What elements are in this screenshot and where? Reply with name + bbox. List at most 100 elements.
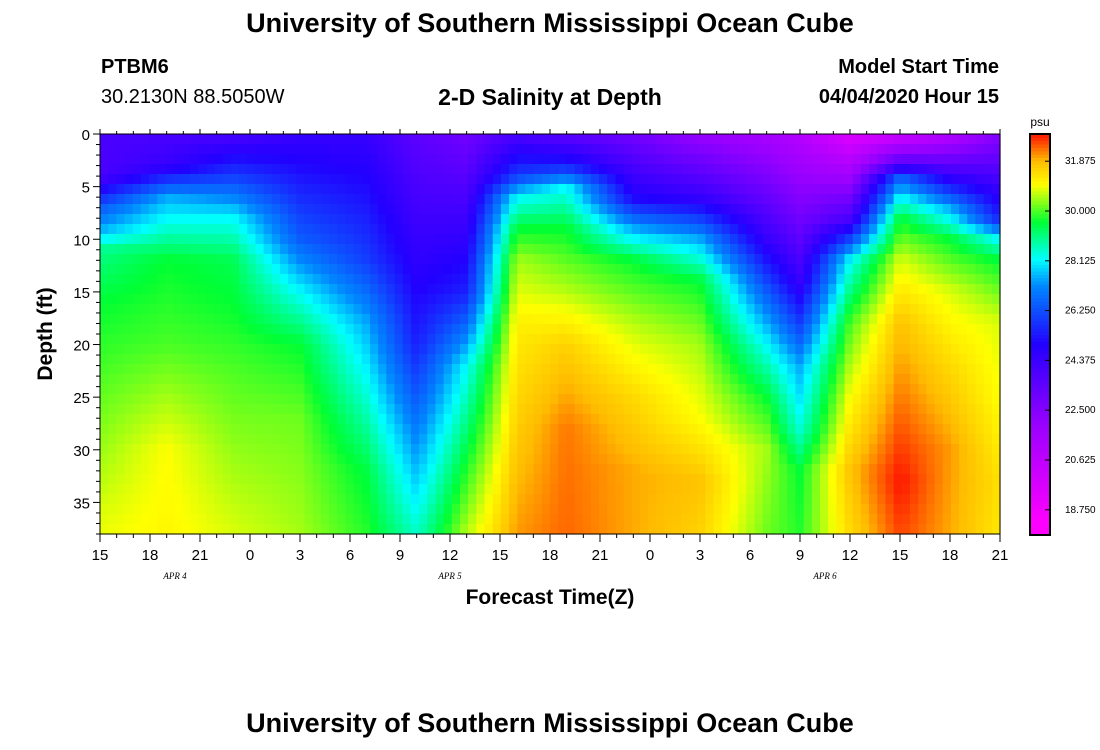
heatmap-cell [738, 364, 747, 375]
heatmap-cell [672, 294, 682, 305]
colorbar-segment [1030, 374, 1050, 379]
heatmap-cell [509, 464, 518, 475]
heatmap-cell [239, 264, 248, 275]
heatmap-cell [541, 324, 551, 335]
heatmap-cell [198, 134, 207, 145]
heatmap-cell [517, 234, 527, 245]
heatmap-cell [590, 384, 600, 395]
heatmap-cell [574, 254, 584, 265]
heatmap-cell [770, 394, 780, 405]
heatmap-cell [713, 204, 723, 215]
heatmap-cell [877, 264, 887, 275]
heatmap-cell [222, 454, 232, 465]
heatmap-cell [370, 384, 379, 395]
heatmap-cell [517, 404, 527, 415]
heatmap-cell [132, 304, 142, 315]
heatmap-cell [370, 274, 379, 285]
heatmap-cell [517, 394, 527, 405]
heatmap-cell [623, 234, 633, 245]
heatmap-cell [214, 404, 224, 415]
heatmap-cell [525, 454, 535, 465]
heatmap-cell [100, 194, 109, 205]
heatmap-cell [312, 224, 322, 235]
heatmap-cell [852, 524, 862, 535]
heatmap-cell [918, 224, 927, 235]
y-tick-label: 20 [73, 338, 90, 355]
heatmap-cell [672, 374, 682, 385]
heatmap-cell [198, 344, 207, 355]
heatmap-cell [836, 164, 846, 175]
heatmap-cell [312, 134, 322, 145]
heatmap-cell [361, 284, 371, 295]
heatmap-cell [869, 424, 878, 435]
heatmap-cell [181, 144, 191, 155]
heatmap-cell [190, 234, 199, 245]
heatmap-cell [640, 324, 649, 335]
heatmap-cell [967, 374, 977, 385]
heatmap-cell [116, 244, 126, 255]
heatmap-cell [828, 394, 837, 405]
heatmap-cell [149, 354, 158, 365]
heatmap-cell [173, 264, 183, 275]
heatmap-cell [770, 234, 780, 245]
heatmap-cell [247, 454, 257, 465]
heatmap-cell [157, 284, 167, 295]
heatmap-cell [247, 524, 257, 535]
colorbar-segment [1030, 371, 1050, 376]
heatmap-cell [836, 364, 846, 375]
heatmap-cell [942, 214, 952, 225]
heatmap-cell [689, 464, 698, 475]
heatmap-cell [721, 164, 731, 175]
heatmap-cell [975, 234, 985, 245]
heatmap-cell [132, 374, 142, 385]
heatmap-cell [746, 474, 756, 485]
heatmap-cell [582, 284, 592, 295]
heatmap-cell [288, 504, 297, 515]
heatmap-cell [304, 404, 314, 415]
heatmap-cell [165, 384, 175, 395]
heatmap-cell [648, 264, 657, 275]
station-coordinates: 30.2130N 88.5050W [101, 86, 285, 108]
heatmap-cell [754, 514, 764, 525]
heatmap-cell [476, 414, 486, 425]
heatmap-cell [607, 134, 617, 145]
heatmap-cell [893, 214, 903, 225]
heatmap-cell [320, 264, 330, 275]
heatmap-cell [975, 384, 985, 395]
heatmap-cell [950, 264, 960, 275]
heatmap-cell [329, 134, 338, 145]
heatmap-cell [910, 214, 919, 225]
heatmap-cell [116, 324, 126, 335]
heatmap-cell [476, 464, 486, 475]
heatmap-cell [419, 444, 428, 455]
heatmap-cell [410, 344, 420, 355]
heatmap-cell [991, 274, 1001, 285]
heatmap-cell [541, 174, 551, 185]
heatmap-cell [361, 474, 371, 485]
heatmap-cell [427, 384, 437, 395]
colorbar-segment [1030, 367, 1050, 372]
heatmap-cell [910, 414, 919, 425]
heatmap-cell [108, 174, 117, 185]
heatmap-cell [320, 484, 330, 495]
heatmap-cell [730, 504, 739, 515]
heatmap-cell [476, 304, 486, 315]
heatmap-cell [320, 374, 330, 385]
heatmap-cell [558, 264, 567, 275]
heatmap-cell [451, 504, 461, 515]
heatmap-cell [443, 284, 453, 295]
colorbar-segment [1030, 377, 1050, 382]
heatmap-cell [190, 294, 199, 305]
heatmap-cell [590, 334, 600, 345]
heatmap-cell [181, 464, 191, 475]
heatmap-cell [451, 404, 461, 415]
heatmap-cell [828, 264, 837, 275]
heatmap-cell [443, 454, 453, 465]
heatmap-cell [640, 364, 649, 375]
heatmap-cell [574, 344, 584, 355]
heatmap-cell [918, 464, 927, 475]
heatmap-cell [345, 194, 355, 205]
heatmap-cell [435, 334, 445, 345]
colorbar-segment [1030, 424, 1050, 429]
heatmap-cell [689, 134, 698, 145]
